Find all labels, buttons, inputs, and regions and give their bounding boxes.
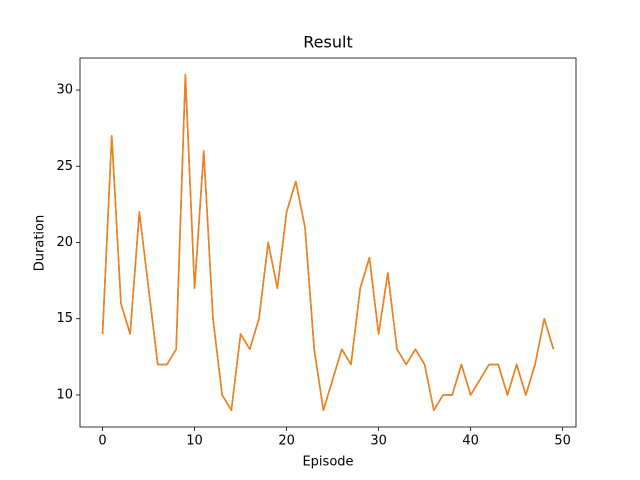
- y-tick-label: 30: [56, 83, 73, 98]
- y-tick-label: 25: [56, 159, 73, 174]
- x-tick-label: 0: [98, 434, 106, 449]
- line-series: [101, 74, 555, 411]
- y-tick-label: 15: [56, 311, 73, 326]
- x-tick-label: 40: [462, 434, 479, 449]
- x-tick-label: 20: [278, 434, 295, 449]
- x-axis-label: Episode: [302, 455, 353, 470]
- plot-frame: [79, 57, 577, 428]
- x-tick-label: 30: [370, 434, 387, 449]
- y-tick-label: 10: [56, 387, 73, 402]
- chart-title: Result: [303, 33, 352, 52]
- y-axis-label: Duration: [33, 215, 48, 271]
- x-tick-label: 50: [554, 434, 571, 449]
- y-tick-label: 20: [56, 235, 73, 250]
- x-tick-label: 10: [186, 434, 203, 449]
